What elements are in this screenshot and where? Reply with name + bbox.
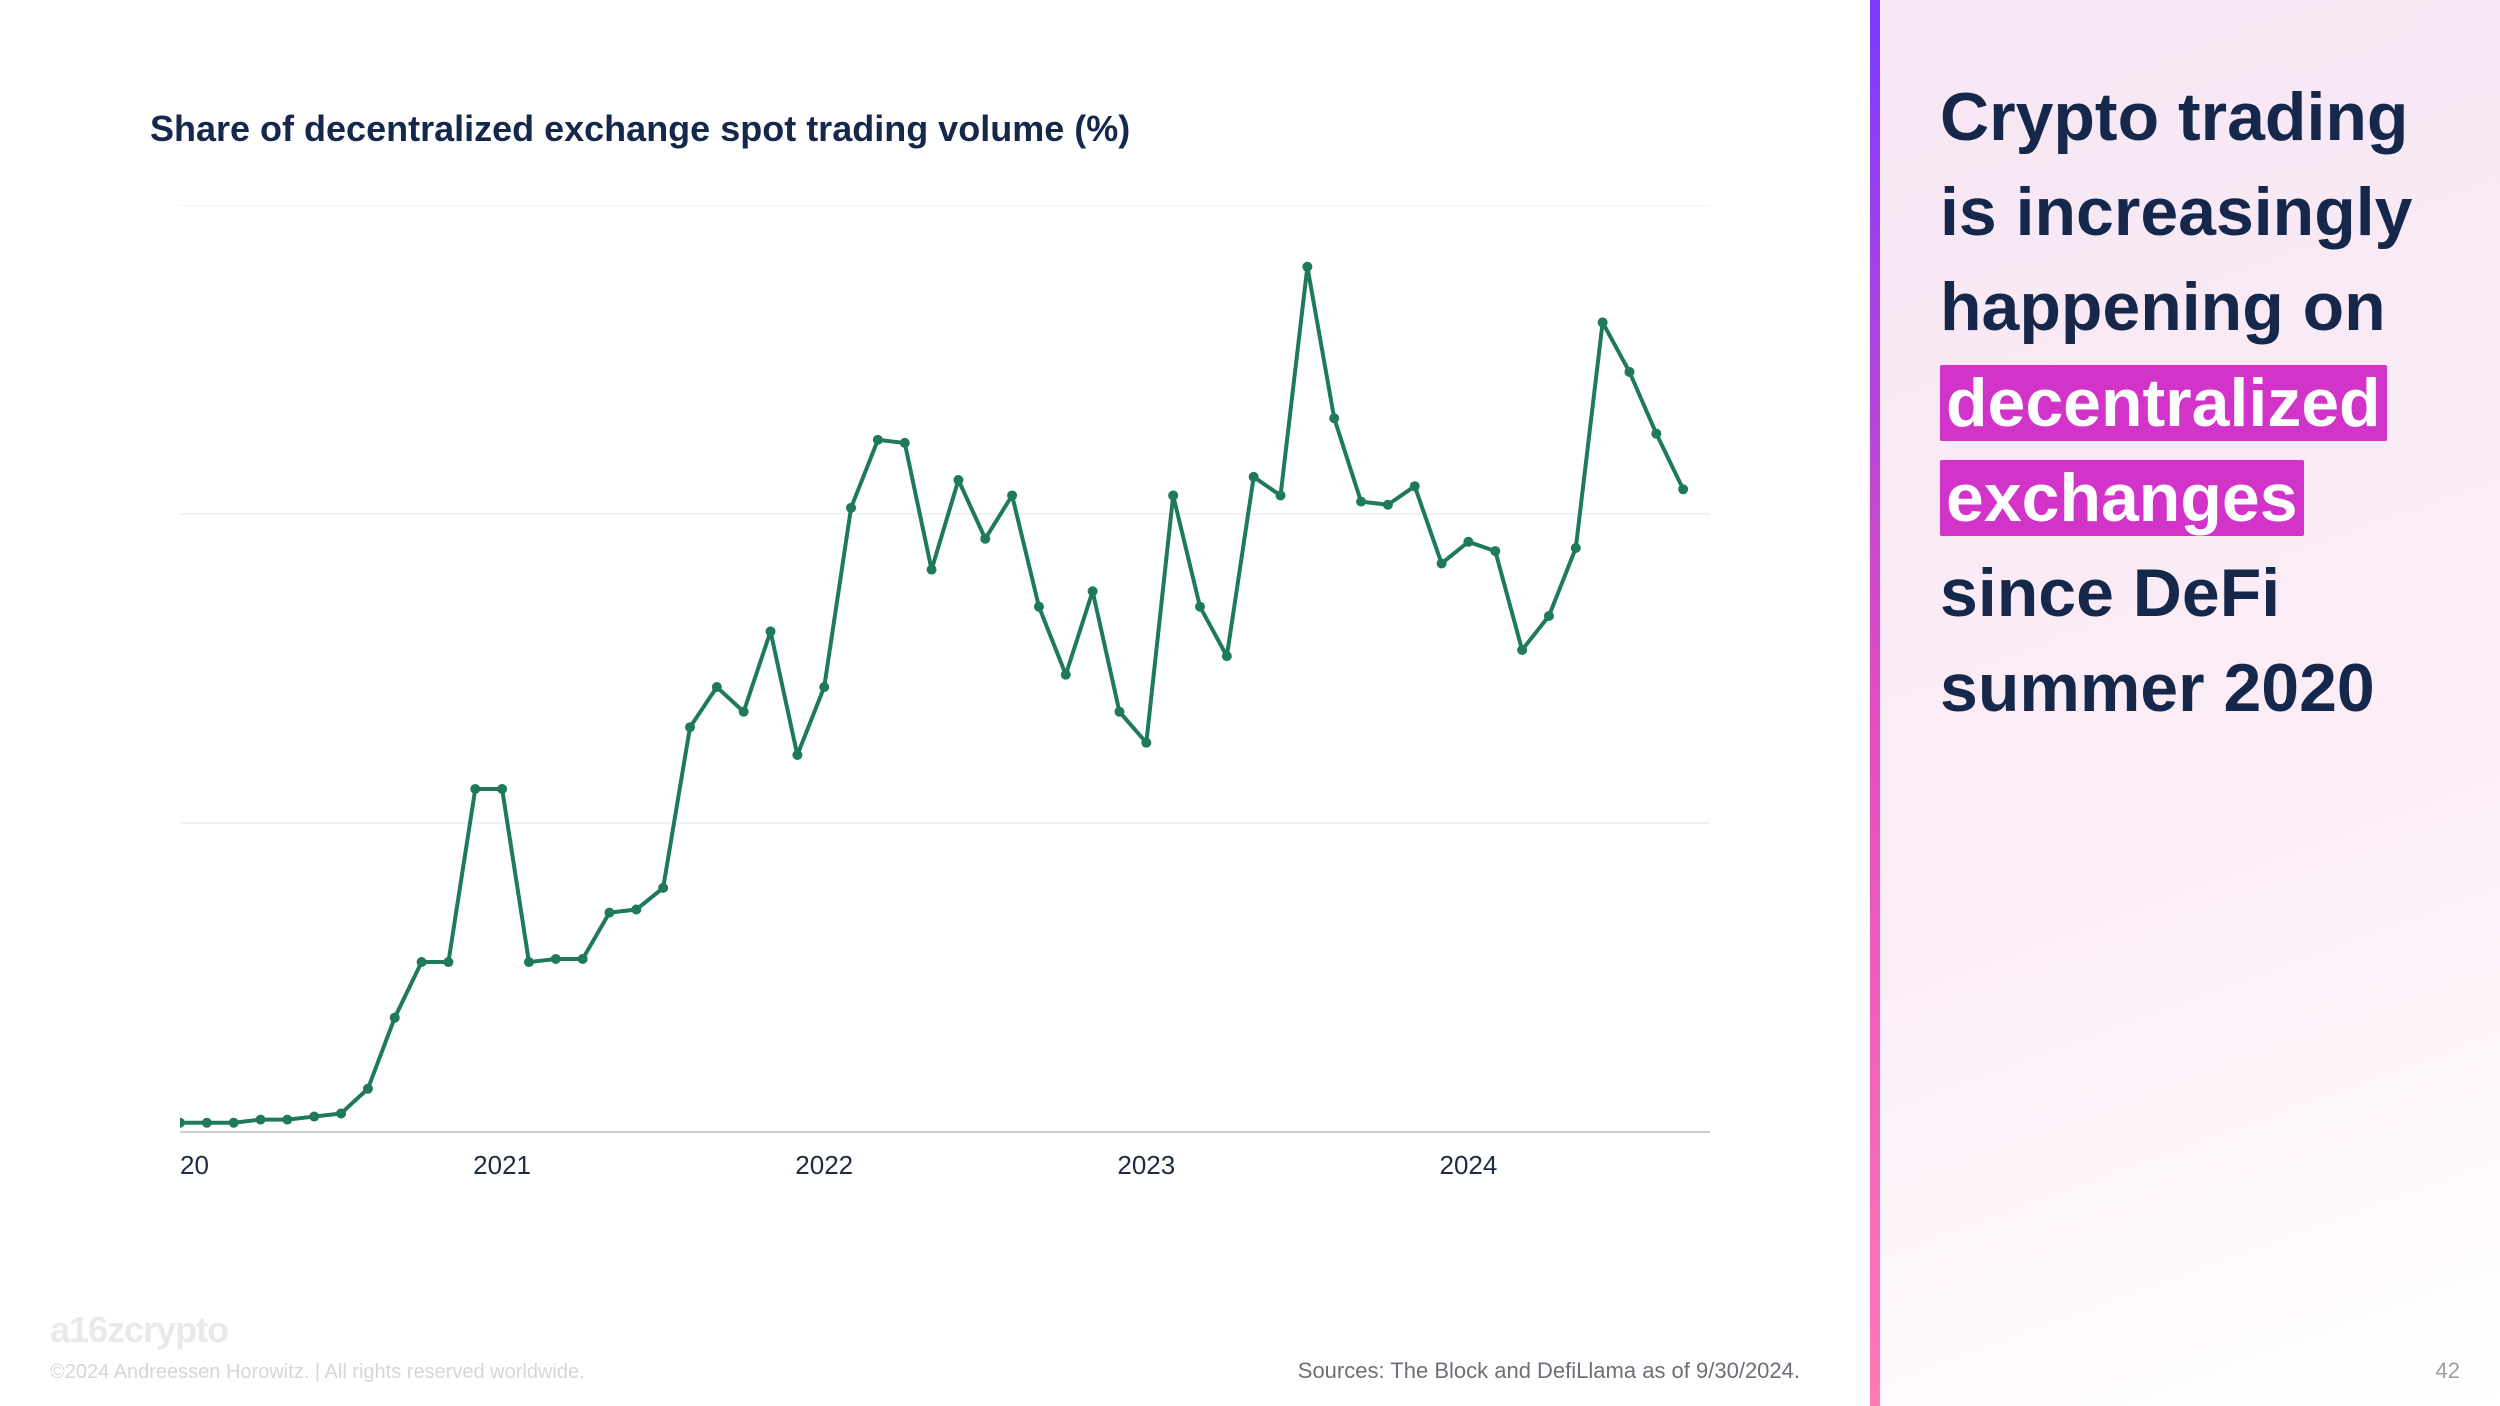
data-point (792, 750, 802, 760)
data-point (1088, 586, 1098, 596)
chart-title: Share of decentralized exchange spot tra… (150, 108, 1130, 150)
data-point (1249, 472, 1259, 482)
data-point (685, 722, 695, 732)
data-point (497, 784, 507, 794)
headline-text: Crypto trading is increasingly happening… (1940, 70, 2450, 736)
data-point (1383, 500, 1393, 510)
series-line (180, 267, 1683, 1123)
side-pane: Crypto trading is increasingly happening… (1880, 0, 2500, 1406)
data-point (631, 905, 641, 915)
vertical-divider (1870, 0, 1880, 1406)
line-chart-svg: 0%5%10%15%20202021202220232024 (180, 205, 1710, 1205)
data-point (766, 626, 776, 636)
data-point (953, 475, 963, 485)
x-tick-label: 2022 (795, 1150, 853, 1180)
data-point (927, 565, 937, 575)
x-tick-label: 2021 (473, 1150, 531, 1180)
data-point (1222, 651, 1232, 661)
data-point (819, 682, 829, 692)
data-point (1168, 490, 1178, 500)
data-point (363, 1084, 373, 1094)
data-point (1276, 490, 1286, 500)
sources-text: Sources: The Block and DefiLlama as of 9… (1298, 1358, 1800, 1384)
data-point (256, 1115, 266, 1125)
data-point (1195, 602, 1205, 612)
data-point (846, 503, 856, 513)
data-point (524, 957, 534, 967)
data-point (202, 1118, 212, 1128)
data-point (551, 954, 561, 964)
data-point (282, 1115, 292, 1125)
x-tick-label: 2020 (180, 1150, 209, 1180)
data-point (390, 1013, 400, 1023)
data-point (1034, 602, 1044, 612)
chart-pane: Share of decentralized exchange spot tra… (0, 0, 1870, 1406)
x-tick-label: 2023 (1117, 1150, 1175, 1180)
data-point (1517, 645, 1527, 655)
data-point (1437, 558, 1447, 568)
data-point (739, 707, 749, 717)
data-point (1624, 367, 1634, 377)
data-point (980, 534, 990, 544)
data-point (1007, 490, 1017, 500)
data-point (1678, 484, 1688, 494)
headline-part: Crypto trading is increasingly happening… (1940, 79, 2412, 345)
data-point (1490, 546, 1500, 556)
data-point (900, 438, 910, 448)
headline-part: since DeFi summer 2020 (1940, 555, 2375, 726)
data-point (604, 908, 614, 918)
data-point (712, 682, 722, 692)
data-point (443, 957, 453, 967)
data-point (1598, 317, 1608, 327)
data-point (1356, 497, 1366, 507)
data-point (180, 1118, 185, 1128)
data-point (1651, 429, 1661, 439)
brand-logo: a16zcrypto (50, 1309, 228, 1351)
data-point (578, 954, 588, 964)
x-tick-label: 2024 (1439, 1150, 1497, 1180)
data-point (336, 1108, 346, 1118)
copyright-text: ©2024 Andreessen Horowitz. | All rights … (50, 1361, 585, 1384)
data-point (1141, 738, 1151, 748)
data-point (1061, 670, 1071, 680)
data-point (873, 435, 883, 445)
data-point (1302, 262, 1312, 272)
chart-plot-area: 0%5%10%15%20202021202220232024 (180, 205, 1710, 1132)
data-point (658, 883, 668, 893)
data-point (1463, 537, 1473, 547)
data-point (417, 957, 427, 967)
slide: Share of decentralized exchange spot tra… (0, 0, 2500, 1406)
headline-highlight: decentralized exchanges (1940, 365, 2387, 536)
page-number: 42 (2436, 1358, 2460, 1384)
data-point (1544, 611, 1554, 621)
data-point (1114, 707, 1124, 717)
data-point (1329, 413, 1339, 423)
data-point (470, 784, 480, 794)
data-point (1410, 481, 1420, 491)
data-point (229, 1118, 239, 1128)
data-point (309, 1112, 319, 1122)
data-point (1571, 543, 1581, 553)
